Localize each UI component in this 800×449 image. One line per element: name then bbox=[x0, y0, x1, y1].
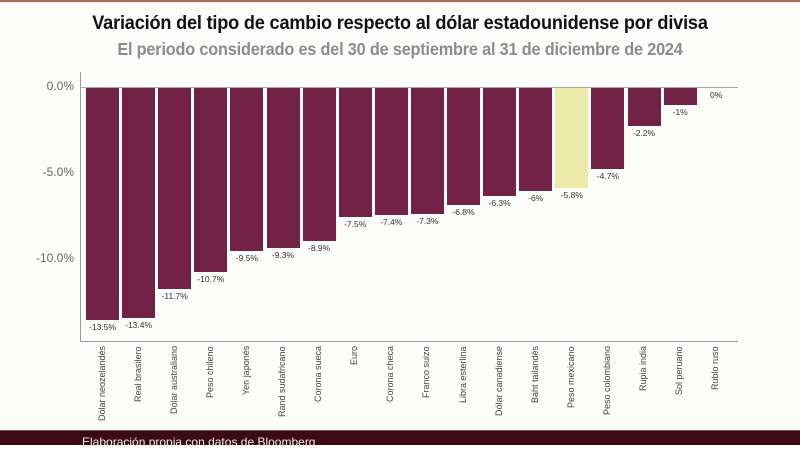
x-tick-label: Corona checa bbox=[385, 345, 396, 402]
bar bbox=[338, 88, 372, 217]
value-label: -10.7% bbox=[197, 274, 225, 285]
bar bbox=[410, 88, 444, 214]
x-tick-label: Baht tailandés bbox=[529, 345, 540, 403]
value-label: -6.3% bbox=[488, 198, 511, 209]
x-tick-label: Peso chileno bbox=[204, 346, 215, 398]
x-tick-label: Dólar neozelandés bbox=[96, 345, 107, 421]
value-label: -7.4% bbox=[380, 217, 403, 228]
x-tick-label: Rublo ruso bbox=[710, 346, 721, 390]
bar bbox=[627, 88, 661, 126]
bar bbox=[555, 88, 589, 188]
y-tick-label: -10.0% bbox=[35, 251, 74, 265]
x-axis-line bbox=[80, 341, 738, 342]
value-label: -5.8% bbox=[560, 189, 583, 200]
value-label: -4.7% bbox=[596, 170, 619, 181]
bar bbox=[447, 88, 480, 205]
x-tick-label: Dólar canadiense bbox=[493, 345, 504, 416]
value-label: -9.3% bbox=[271, 249, 295, 260]
x-tick-label: Sol peruano bbox=[674, 346, 685, 395]
x-tick-label: Franco suizo bbox=[421, 346, 432, 398]
bar bbox=[519, 88, 553, 192]
value-label: -13.4% bbox=[125, 320, 153, 331]
y-axis-line bbox=[80, 72, 81, 342]
y-tick-label: -5.0% bbox=[42, 165, 74, 179]
zero-baseline bbox=[80, 87, 738, 88]
x-tick-label: Real brasilero bbox=[132, 346, 143, 402]
bar bbox=[302, 88, 336, 242]
value-label: -9.5% bbox=[235, 253, 258, 264]
top-border-line bbox=[0, 0, 800, 2]
y-tick-label: 0.0% bbox=[46, 79, 74, 93]
x-tick-label: Peso mexicano bbox=[565, 346, 576, 408]
bar bbox=[230, 88, 264, 252]
x-tick-label: Yen japonés bbox=[240, 345, 251, 395]
value-label: -7.5% bbox=[344, 219, 367, 229]
bar bbox=[266, 88, 300, 248]
value-label: -6% bbox=[528, 193, 544, 204]
bar bbox=[158, 88, 192, 290]
footer-bar: Elaboración propia con datos de Bloomber… bbox=[0, 430, 800, 449]
bar bbox=[663, 88, 697, 106]
bar bbox=[591, 88, 625, 169]
x-tick-label: Rupia india bbox=[638, 345, 648, 391]
bar bbox=[194, 88, 228, 273]
x-tick-label: Libra esterlina bbox=[457, 346, 468, 403]
x-tick-label: Rand sudafricano bbox=[277, 346, 287, 417]
value-label: -13.5% bbox=[89, 322, 116, 333]
x-tick-label: Corona sueca bbox=[313, 345, 324, 402]
bar bbox=[483, 88, 517, 197]
value-label: -11.7% bbox=[161, 291, 188, 302]
bar bbox=[86, 88, 119, 321]
value-label: -1% bbox=[672, 107, 688, 118]
value-label: -2.2% bbox=[632, 127, 656, 138]
bar bbox=[374, 88, 408, 216]
source-note: Elaboración propia con datos de Bloomber… bbox=[82, 435, 316, 449]
chart-subtitle: El periodo considerado es del 30 de sept… bbox=[117, 39, 683, 59]
chart-title: Variación del tipo de cambio respecto al… bbox=[92, 12, 708, 34]
x-tick-label: Euro bbox=[349, 345, 360, 365]
value-label: 0% bbox=[710, 90, 723, 100]
value-label: -7.3% bbox=[416, 215, 439, 226]
value-label: -6.8% bbox=[452, 206, 475, 217]
value-label: -8.9% bbox=[307, 243, 331, 254]
x-tick-label: Peso colombiano bbox=[601, 345, 612, 415]
x-tick-label: Dólar australiano bbox=[168, 345, 179, 414]
bar bbox=[122, 88, 156, 319]
